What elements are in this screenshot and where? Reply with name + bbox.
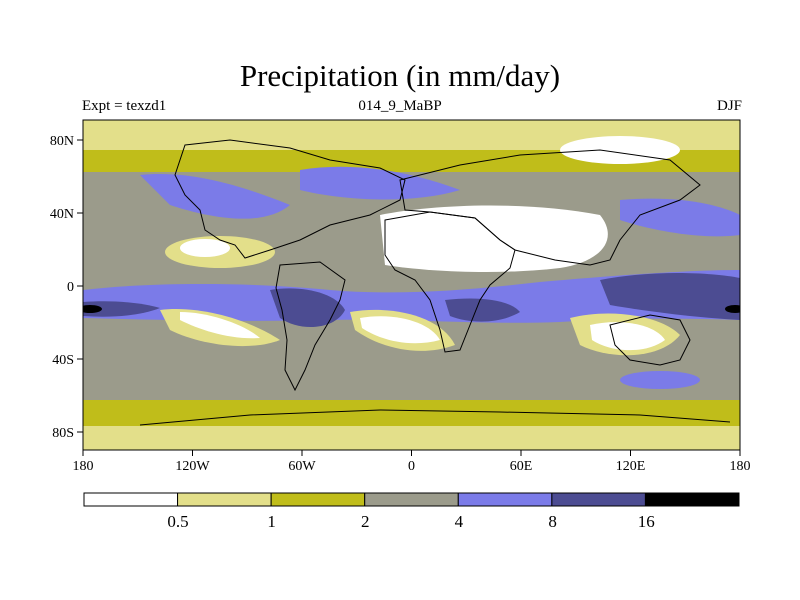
lat-tick-label: 80N: [50, 134, 74, 149]
season-label: DJF: [716, 98, 742, 114]
colorbar-level-label: 4: [455, 512, 464, 531]
storm-track-pacific: [140, 174, 290, 219]
band-south-dry: [83, 426, 740, 450]
lon-tick-label: 120W: [175, 459, 210, 474]
lon-tick-label: 60E: [510, 459, 533, 474]
colorbar-swatch: [83, 492, 179, 507]
colorbar-swatch: [457, 492, 553, 507]
colorbar-swatch: [364, 492, 459, 507]
lon-tick-label: 180: [730, 459, 751, 474]
colorbar-swatch: [177, 492, 272, 507]
colorbar-level-label: 8: [548, 512, 557, 531]
experiment-label: Expt = texzd1: [82, 98, 167, 114]
wettest-core-west: [83, 305, 102, 313]
colorbar-swatch: [644, 492, 740, 507]
outline-antarctica: [139, 409, 731, 426]
colorbar-swatch: [270, 492, 366, 507]
lat-tick-label: 80S: [52, 426, 74, 441]
lat-tick-label: 40S: [52, 353, 74, 368]
south-pacific-dry: [180, 312, 260, 339]
precipitation-field: [83, 120, 740, 450]
lat-tick-label: 0: [67, 280, 74, 295]
itcz-rain-belt: [83, 270, 740, 323]
storm-track-east: [620, 198, 740, 237]
colorbar-swatch: [551, 492, 646, 507]
lon-tick-label: 0: [408, 459, 415, 474]
africa-wet-core: [445, 298, 520, 322]
australia-dry: [590, 322, 665, 351]
colorbar: [83, 492, 740, 507]
plot-title: Precipitation (in mm/day): [239, 58, 561, 93]
colorbar-level-label: 2: [361, 512, 370, 531]
lon-tick-label: 120E: [616, 459, 646, 474]
continent-outlines: [139, 139, 731, 426]
outline-north-america: [174, 139, 406, 259]
run-label: 014_9_MaBP: [358, 98, 442, 114]
storm-track-atlantic: [300, 166, 460, 200]
lon-tick-label: 180: [73, 459, 94, 474]
sahara-arabia-dry: [380, 205, 608, 272]
wet-core-west: [83, 301, 160, 317]
outline-australia: [609, 314, 691, 366]
siberia-dry-zone: [560, 136, 680, 164]
south-atlantic-dry: [360, 316, 440, 344]
wettest-core-east: [725, 305, 740, 313]
outline-south-america: [275, 261, 346, 392]
outline-eurasia: [399, 149, 701, 266]
amazon-wet-core: [270, 288, 345, 328]
axis-ticks: [77, 139, 741, 456]
lon-tick-label: 60W: [288, 459, 316, 474]
lat-tick-label: 40N: [50, 207, 74, 222]
band-south-moderate: [83, 400, 740, 428]
colorbar-level-label: 1: [267, 512, 276, 531]
colorbar-level-label: 16: [638, 512, 655, 531]
maritime-continent-wet-core: [600, 273, 740, 320]
colorbar-level-label: 0.5: [167, 512, 188, 531]
